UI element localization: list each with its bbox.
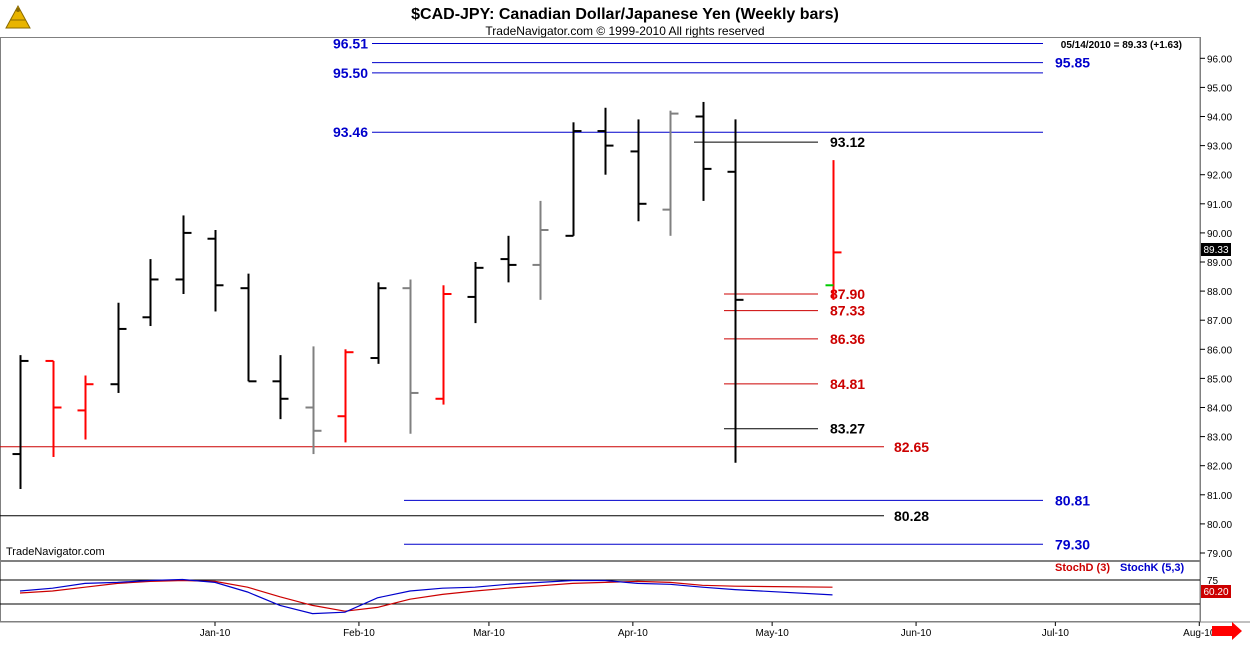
ohlc-bar — [337, 349, 354, 443]
stoch-value-tag-text: 60.20 — [1203, 587, 1228, 598]
legend-stochD: StochD (3) — [1055, 562, 1110, 574]
level-label: 80.81 — [1055, 492, 1090, 508]
level-label: 79.30 — [1055, 536, 1090, 552]
level-label: 96.51 — [333, 35, 368, 51]
ohlc-bar — [565, 122, 582, 237]
ohlc-bar — [45, 359, 62, 457]
ohlc-bar — [110, 302, 127, 393]
y-tick-label: 89.00 — [1207, 258, 1232, 269]
ohlc-bar — [142, 259, 159, 327]
y-tick-label: 86.00 — [1207, 345, 1232, 356]
y-tick-label: 96.00 — [1207, 54, 1232, 65]
ohlc-bar — [467, 262, 484, 324]
level-label: 87.33 — [830, 303, 865, 319]
level-label: 93.46 — [333, 124, 368, 140]
x-tick-label: Jan-10 — [200, 628, 231, 639]
y-axis-ticks: 79.00 80.00 81.00 82.00 83.00 84.00 85.00 86.00… — [1200, 54, 1232, 560]
ohlc-bar — [695, 101, 712, 201]
ohlc-bar — [12, 355, 29, 489]
y-tick-label: 85.00 — [1207, 374, 1232, 385]
level-label: 83.27 — [830, 421, 865, 437]
ohlc-bar — [370, 282, 387, 364]
current-price-tag — [1201, 243, 1231, 256]
ohlc-bar — [207, 229, 224, 312]
y-tick-label: 91.00 — [1207, 200, 1232, 211]
stoch-value-tag — [1201, 585, 1231, 598]
current-price-tag-text: 89.33 — [1203, 245, 1228, 256]
stochD-line — [19, 579, 833, 612]
y-tick-label: 83.00 — [1207, 433, 1232, 444]
stochK-line — [19, 578, 833, 615]
y-tick-label: 84.00 — [1207, 404, 1232, 415]
y-tick-label: 82.00 — [1207, 462, 1232, 473]
x-tick-label: Apr-10 — [618, 628, 648, 639]
x-tick-label: Mar-10 — [473, 628, 505, 639]
level-label: 95.85 — [1055, 55, 1090, 71]
x-tick-label: Jul-10 — [1042, 628, 1070, 639]
stoch-panel-frame — [0, 561, 1201, 622]
ohlc-bars — [12, 101, 842, 489]
last-quote-text: 05/14/2010 = 89.33 (+1.63) — [1061, 40, 1182, 51]
ohlc-bar — [272, 355, 289, 420]
ohlc-bar — [727, 119, 744, 463]
chart-title: $CAD-JPY: Canadian Dollar/Japanese Yen (… — [411, 6, 839, 23]
x-tick-label: Feb-10 — [343, 628, 375, 639]
ohlc-bar — [435, 285, 452, 405]
y-tick-label: 93.00 — [1207, 142, 1232, 153]
x-axis-ticks: Jan-10 Feb-10 Mar-10 Apr-10 May-10 Jun-10 Jul-… — [200, 622, 1216, 639]
level-label: 80.28 — [894, 508, 929, 524]
watermark-text: TradeNavigator.com — [6, 546, 105, 558]
ohlc-bar — [630, 119, 647, 222]
level-label: 84.81 — [830, 376, 865, 392]
y-tick-label: 87.00 — [1207, 316, 1232, 327]
ohlc-bar — [597, 107, 614, 175]
y-tick-label: 95.00 — [1207, 83, 1232, 94]
legend-stochK: StochK (5,3) — [1120, 562, 1185, 574]
ohlc-bar — [532, 200, 549, 300]
y-tick-label: 92.00 — [1207, 171, 1232, 182]
stochastic-panel: 75 — [0, 576, 1219, 615]
level-label: 93.12 — [830, 134, 865, 150]
y-tick-label: 79.00 — [1207, 549, 1232, 560]
ohlc-bar — [305, 346, 322, 455]
price-panel-frame — [0, 37, 1201, 561]
y-tick-label: 88.00 — [1207, 287, 1232, 298]
ohlc-bar — [500, 235, 517, 283]
y-tick-label: 94.00 — [1207, 113, 1232, 124]
y-tick-label: 80.00 — [1207, 520, 1232, 531]
stoch-tick-label: 75 — [1207, 576, 1219, 587]
scroll-right-arrow-icon[interactable] — [1212, 622, 1242, 640]
level-label: 95.50 — [333, 65, 368, 81]
copyright-text: TradeNavigator.com © 1999-2010 All right… — [485, 24, 764, 38]
y-tick-label: 90.00 — [1207, 229, 1232, 240]
ohlc-bar — [77, 375, 94, 440]
ohlc-bar — [402, 279, 419, 434]
trade-navigator-logo-icon — [5, 4, 31, 29]
ohlc-bar — [662, 110, 679, 236]
x-tick-label: Aug-10 — [1183, 628, 1216, 639]
y-tick-label: 81.00 — [1207, 491, 1232, 502]
x-tick-label: May-10 — [755, 628, 789, 639]
level-label: 87.90 — [830, 286, 865, 302]
ohlc-bar — [240, 273, 257, 383]
ohlc-bar — [825, 160, 842, 300]
level-label: 86.36 — [830, 331, 865, 347]
level-label: 82.65 — [894, 439, 929, 455]
x-tick-label: Jun-10 — [901, 628, 932, 639]
ohlc-bar — [175, 215, 192, 295]
